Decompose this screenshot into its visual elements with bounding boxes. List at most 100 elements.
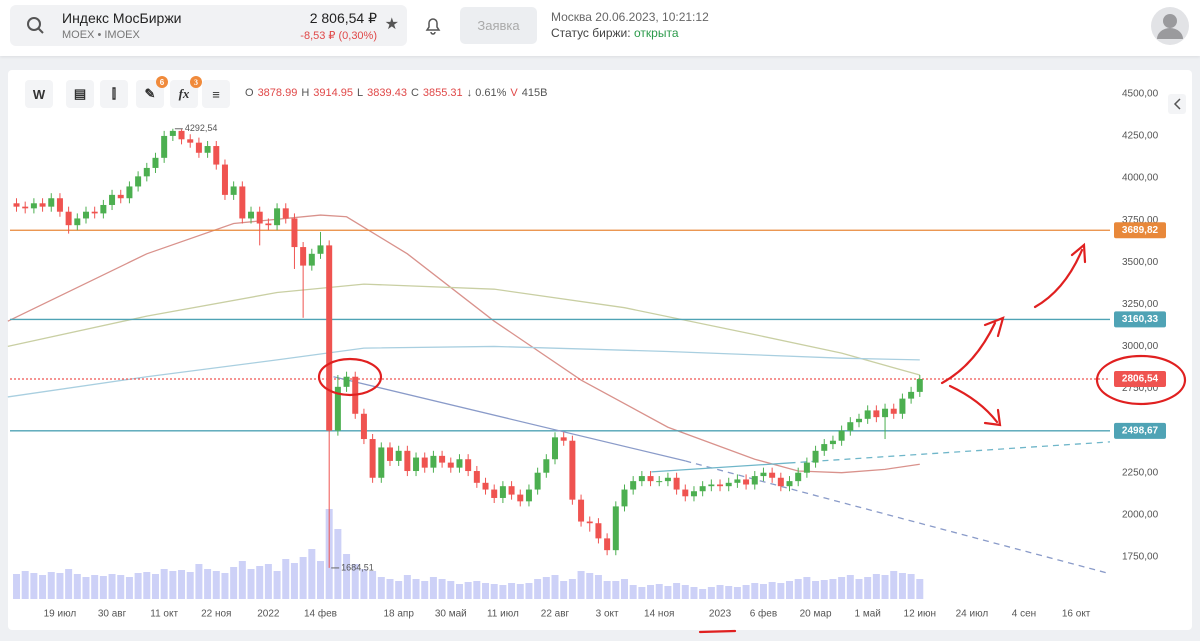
datetime: Москва 20.06.2023, 10:21:12 bbox=[551, 10, 709, 24]
annotation-label: 4292,54 bbox=[185, 123, 218, 133]
candle-body bbox=[560, 437, 567, 441]
volume-bar bbox=[343, 554, 351, 599]
candle-body bbox=[65, 211, 72, 226]
candle-body bbox=[638, 476, 645, 482]
tool-button[interactable]: ≡ bbox=[202, 80, 230, 108]
volume-bar bbox=[464, 582, 472, 599]
level-tag bbox=[1114, 222, 1166, 239]
underline bbox=[698, 629, 737, 634]
volume-bar bbox=[186, 572, 194, 599]
bell-icon[interactable] bbox=[421, 13, 445, 37]
volume-bar bbox=[786, 581, 794, 599]
y-tick-label: 1750,00 bbox=[1122, 552, 1159, 563]
arrow bbox=[1033, 242, 1087, 309]
volume-bar bbox=[412, 579, 420, 599]
candle-body bbox=[282, 208, 289, 219]
candle-body bbox=[673, 477, 680, 490]
ohlc-item: V bbox=[510, 87, 518, 99]
favorite-star[interactable]: ★ bbox=[384, 16, 399, 33]
volume-bar bbox=[577, 571, 585, 599]
candle-body bbox=[74, 218, 81, 226]
ohlc-item: 415B bbox=[521, 87, 548, 99]
volume-bar bbox=[647, 585, 655, 599]
volume-bar bbox=[212, 571, 220, 599]
volume-bar bbox=[881, 575, 889, 599]
candle-body bbox=[795, 472, 802, 482]
volume-bar bbox=[473, 581, 481, 599]
candle-body bbox=[386, 447, 393, 461]
volume-bar bbox=[91, 575, 99, 599]
volume-bar bbox=[855, 579, 863, 599]
volume-bar bbox=[560, 581, 568, 599]
order-button[interactable]: Заявка bbox=[460, 7, 537, 44]
tool-button[interactable]: fx 3 bbox=[170, 76, 202, 108]
volume-bar bbox=[238, 561, 246, 599]
tool-button[interactable]: ✎ 6 bbox=[136, 76, 168, 108]
candle-body bbox=[838, 430, 845, 441]
y-tick-label: 3250,00 bbox=[1122, 299, 1159, 310]
candle-body bbox=[221, 164, 228, 195]
candle-body bbox=[447, 462, 454, 468]
candle-body bbox=[439, 455, 446, 463]
candle-body bbox=[378, 447, 385, 478]
candle-body bbox=[39, 203, 46, 207]
candle-body bbox=[395, 450, 402, 461]
candle-body bbox=[777, 477, 784, 487]
volume-bar bbox=[317, 561, 325, 599]
candle-body bbox=[91, 211, 98, 214]
candle-body bbox=[317, 245, 324, 254]
volume-bar bbox=[508, 583, 516, 599]
candle-body bbox=[334, 386, 341, 431]
interval-button[interactable]: W bbox=[25, 80, 53, 108]
arrow bbox=[948, 384, 1002, 427]
arrow bbox=[940, 316, 1005, 385]
volume-bar bbox=[820, 580, 828, 599]
volume-bar bbox=[386, 579, 394, 599]
candle-body bbox=[517, 494, 524, 502]
y-tick-label: 2250,00 bbox=[1122, 467, 1159, 478]
volume-bar bbox=[759, 584, 767, 599]
candle-body bbox=[690, 491, 697, 497]
instrument-box[interactable]: Индекс МосБиржи MOEX • IMOEX 2 806,54 ₽ … bbox=[10, 5, 407, 46]
volume-bar bbox=[334, 529, 342, 599]
circle-mark bbox=[1095, 354, 1187, 406]
candle-body bbox=[578, 499, 585, 522]
x-tick-label: 24 июл bbox=[956, 609, 989, 620]
trend-line bbox=[789, 441, 1111, 464]
moving-average bbox=[7, 214, 920, 474]
volume-bar bbox=[369, 571, 377, 599]
volume-bar bbox=[360, 569, 368, 599]
volume-bar bbox=[204, 569, 212, 599]
candle-body bbox=[135, 176, 142, 187]
candle-body bbox=[786, 481, 793, 487]
ohlc-item: 3855.31 bbox=[422, 87, 463, 99]
circle-mark bbox=[317, 357, 383, 397]
level-tag bbox=[1114, 311, 1166, 328]
candle-body bbox=[13, 203, 20, 207]
tool-button[interactable]: ⫿ bbox=[100, 80, 128, 108]
avatar[interactable] bbox=[1150, 6, 1190, 46]
candle-body bbox=[647, 476, 654, 482]
tool-button[interactable]: ▤ bbox=[66, 80, 94, 108]
candle-body bbox=[369, 439, 376, 478]
candle-body bbox=[473, 471, 480, 483]
ohlc-item: ↓ 0.61% bbox=[466, 87, 507, 99]
candle-body bbox=[751, 476, 758, 485]
candle-body bbox=[769, 472, 776, 478]
volume-bar bbox=[65, 569, 73, 599]
ohlc-item: C bbox=[410, 87, 419, 99]
volume-bar bbox=[568, 579, 576, 599]
x-tick-label: 16 окт bbox=[1062, 609, 1091, 620]
candle-body bbox=[100, 204, 107, 214]
x-tick-label: 14 ноя bbox=[644, 609, 674, 620]
volume-bar bbox=[351, 564, 359, 599]
candle-body bbox=[413, 457, 420, 472]
x-tick-label: 6 фев bbox=[750, 608, 777, 620]
collapse-button[interactable] bbox=[1168, 94, 1186, 114]
candle-body bbox=[152, 157, 159, 168]
candle-body bbox=[525, 489, 532, 502]
volume-bar bbox=[707, 587, 715, 599]
candle-body bbox=[195, 142, 202, 153]
